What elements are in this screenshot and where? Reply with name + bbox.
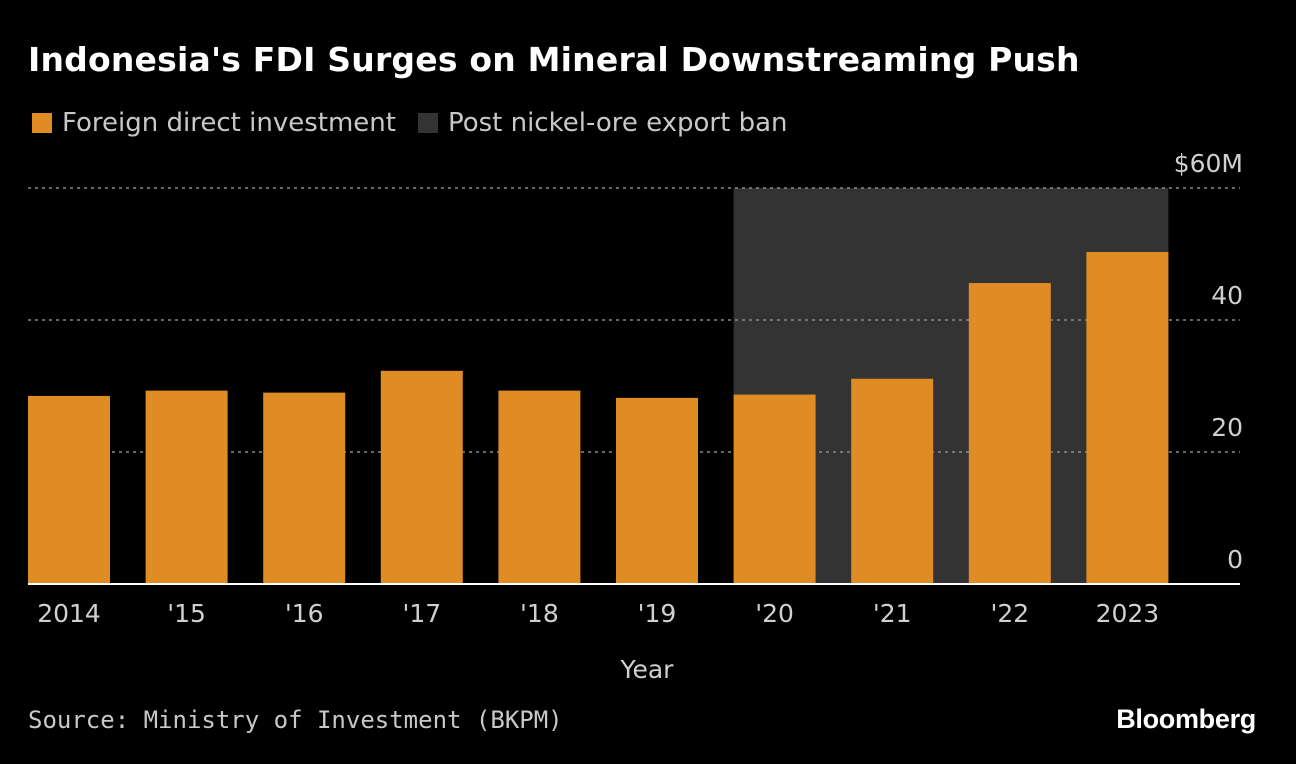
legend-label-fdi: Foreign direct investment — [62, 108, 396, 138]
y-tick-label-60: $60M — [1174, 149, 1243, 178]
bar-21 — [851, 378, 934, 584]
bar-2014 — [28, 395, 110, 584]
x-tick-label-20: '20 — [755, 599, 794, 628]
x-tick-label-22: '22 — [990, 599, 1029, 628]
x-axis-title: Year — [620, 655, 675, 684]
legend-item-fdi: Foreign direct investment — [32, 108, 396, 138]
x-tick-label-2014: 2014 — [37, 599, 101, 628]
bar-2023 — [1086, 252, 1169, 584]
x-tick-label-2023: 2023 — [1096, 599, 1160, 628]
x-tick-label-15: '15 — [167, 599, 206, 628]
x-tick-label-19: '19 — [638, 599, 677, 628]
y-tick-label-40: 40 — [1211, 281, 1243, 310]
bar-18 — [498, 390, 581, 584]
bloomberg-logo: Bloomberg — [1116, 704, 1256, 734]
bar-17 — [380, 370, 463, 584]
x-tick-label-17: '17 — [402, 599, 441, 628]
legend-swatch-ban — [417, 113, 438, 133]
legend-swatch-fdi — [32, 113, 52, 133]
legend-item-ban: Post nickel-ore export ban — [417, 108, 788, 138]
chart-title: Indonesia's FDI Surges on Mineral Downst… — [28, 40, 1080, 79]
bar-15 — [145, 390, 228, 584]
source-note: Source: Ministry of Investment (BKPM) — [28, 706, 563, 734]
legend: Foreign direct investment Post nickel-or… — [32, 108, 810, 138]
x-tick-label-21: '21 — [873, 599, 912, 628]
y-tick-label-20: 20 — [1211, 413, 1243, 442]
x-tick-label-16: '16 — [285, 599, 324, 628]
bar-22 — [968, 283, 1051, 584]
bar-19 — [616, 397, 698, 584]
bar-20 — [733, 394, 816, 584]
legend-label-ban: Post nickel-ore export ban — [447, 108, 788, 138]
bar-16 — [263, 392, 346, 584]
y-tick-label-0: 0 — [1227, 545, 1243, 574]
bar-chart: 0 20 40 $60M 2014 '15 '16 '17 '18 '19 '20 '21 '22 202… — [28, 149, 1243, 684]
x-tick-label-18: '18 — [520, 599, 559, 628]
